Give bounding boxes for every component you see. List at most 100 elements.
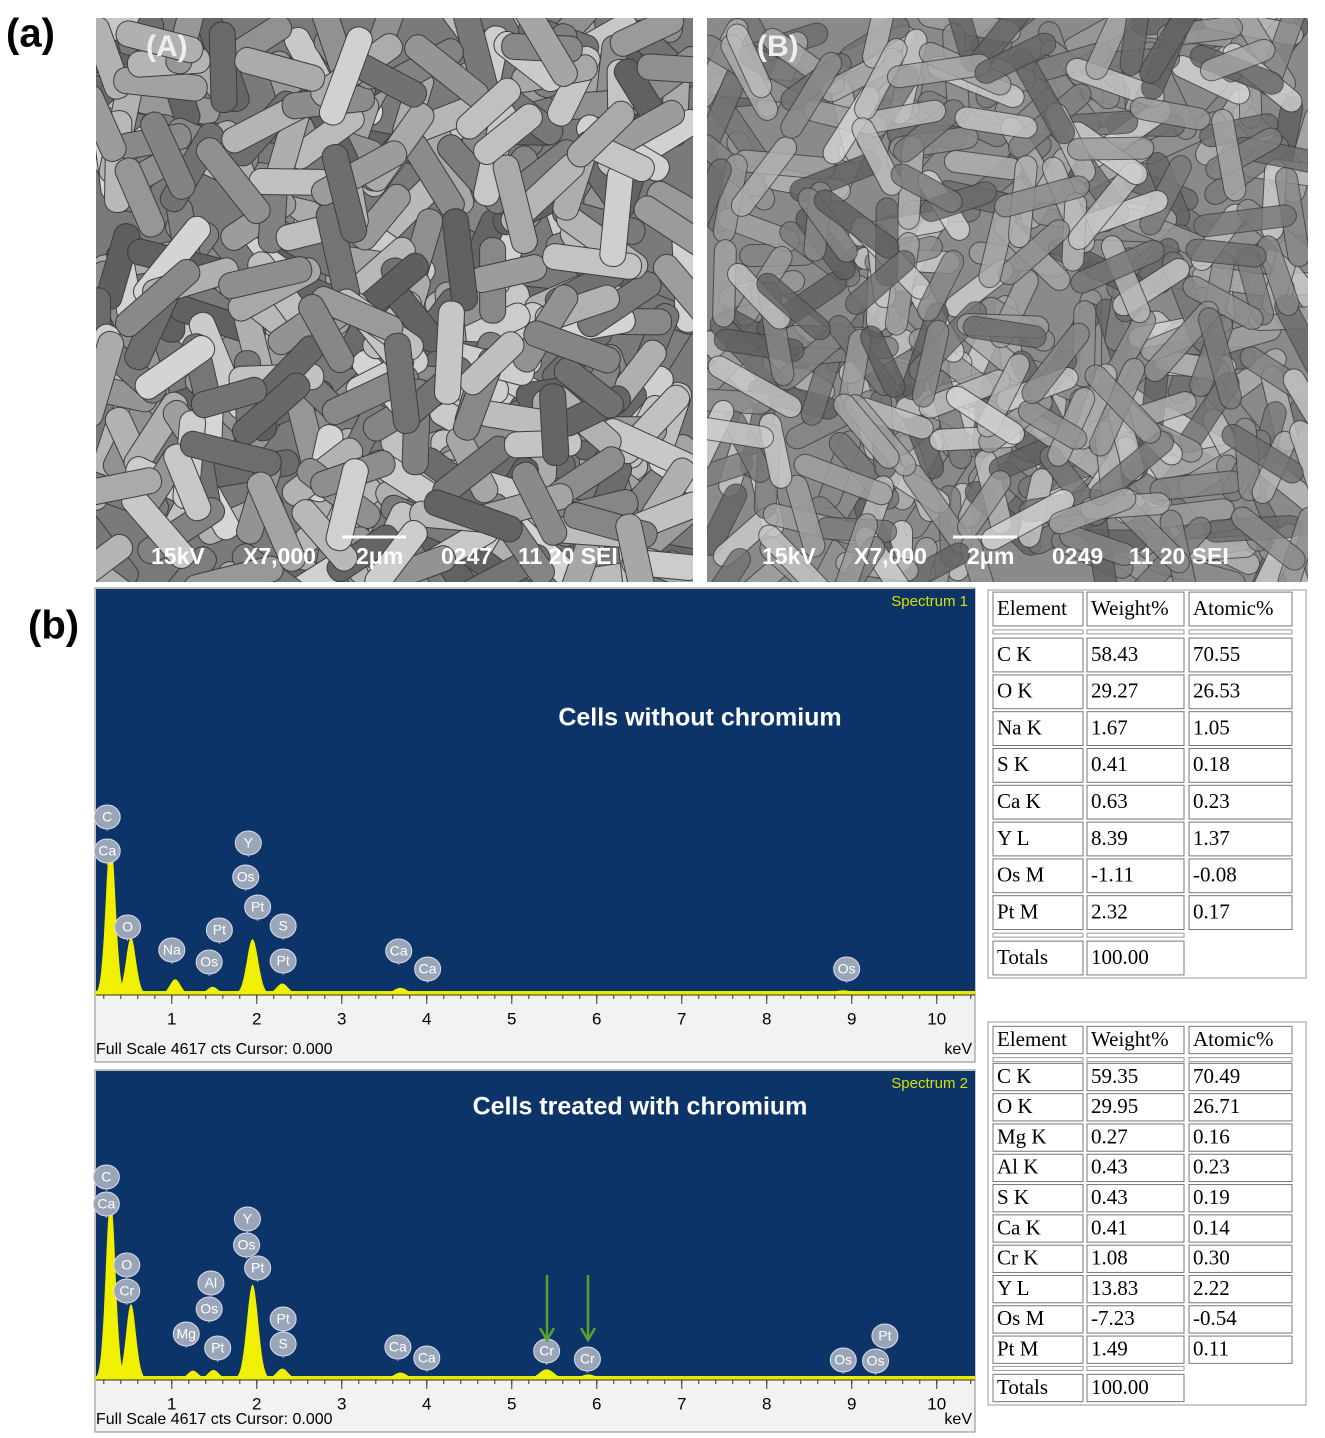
cell bbox=[114, 157, 166, 238]
marker-label: Pt bbox=[211, 1340, 224, 1356]
cell-text: 1.49 bbox=[1091, 1337, 1128, 1361]
tick-label: 2 bbox=[252, 1394, 261, 1413]
cell bbox=[730, 136, 798, 217]
table-cell bbox=[992, 1153, 1084, 1183]
marker-badge bbox=[244, 894, 272, 920]
table-cell bbox=[1188, 784, 1293, 820]
cell-text: Pt M bbox=[997, 899, 1039, 923]
separator bbox=[1188, 1057, 1293, 1063]
separator bbox=[992, 1365, 1084, 1371]
cell-text: Mg K bbox=[997, 1124, 1047, 1148]
marker-badge bbox=[414, 956, 442, 982]
table-cell bbox=[1188, 858, 1293, 894]
marker-badge bbox=[269, 913, 297, 939]
cell-text: 26.53 bbox=[1193, 679, 1240, 703]
table-cell bbox=[1086, 1335, 1185, 1364]
table-cell bbox=[1086, 711, 1185, 747]
peak bbox=[111, 937, 151, 994]
table-cell bbox=[992, 1025, 1084, 1055]
marker-badge bbox=[113, 1252, 141, 1278]
cell bbox=[539, 383, 570, 467]
cell bbox=[458, 331, 525, 396]
cell bbox=[190, 376, 268, 419]
sem-image: (B) 15kV X7,000 2μm 0249 11 20 SEI bbox=[707, 18, 1308, 582]
table-cell bbox=[1086, 1274, 1185, 1304]
cell bbox=[652, 253, 693, 339]
cell-text: 0.11 bbox=[1193, 1337, 1229, 1361]
peak bbox=[229, 939, 276, 994]
peak bbox=[258, 983, 306, 994]
cell bbox=[364, 519, 428, 582]
cell bbox=[325, 458, 369, 552]
table-cell bbox=[1188, 821, 1293, 857]
table-cell bbox=[1188, 895, 1293, 931]
cell-text: Pt M bbox=[997, 1337, 1039, 1361]
image-info: 15kV bbox=[151, 543, 205, 569]
cell bbox=[974, 32, 1057, 84]
tick-label: 9 bbox=[847, 1009, 856, 1028]
table-cell bbox=[992, 1184, 1084, 1213]
tick-label: 3 bbox=[337, 1009, 346, 1028]
table-cell bbox=[1086, 895, 1185, 931]
marker-label: Y bbox=[243, 1211, 253, 1227]
peak bbox=[111, 1304, 151, 1379]
marker-label: Na bbox=[163, 942, 181, 958]
cell-text: Ca K bbox=[997, 789, 1041, 813]
cell bbox=[96, 533, 134, 582]
marker-badge bbox=[93, 804, 121, 830]
table-cell bbox=[1086, 858, 1185, 894]
cell bbox=[147, 546, 217, 582]
cell-text: 70.55 bbox=[1193, 642, 1240, 666]
cell bbox=[511, 18, 578, 87]
cell bbox=[1193, 204, 1297, 238]
table-cell bbox=[992, 748, 1084, 783]
cell-text: 0.17 bbox=[1193, 899, 1230, 923]
marker-label: C bbox=[102, 809, 112, 825]
cell bbox=[96, 330, 125, 428]
table-cell bbox=[1188, 1153, 1293, 1183]
cell bbox=[862, 18, 899, 69]
cell bbox=[218, 256, 313, 300]
cell bbox=[96, 549, 148, 582]
peak bbox=[516, 1369, 577, 1379]
image-info: X7,000 bbox=[243, 543, 316, 569]
cell-text: -1.11 bbox=[1091, 863, 1134, 887]
cell-text: 0.30 bbox=[1193, 1246, 1230, 1270]
cell-text: S K bbox=[997, 752, 1029, 776]
table-cell bbox=[1086, 821, 1185, 857]
marker-label: S bbox=[278, 918, 287, 934]
table-cell bbox=[1086, 784, 1185, 820]
marker-badge bbox=[269, 1306, 297, 1332]
marker-badge bbox=[113, 1278, 141, 1304]
cell bbox=[433, 300, 465, 405]
cell-text: 2.32 bbox=[1091, 899, 1128, 923]
marker-badge bbox=[204, 1335, 232, 1361]
cell bbox=[1256, 235, 1300, 317]
table-cell bbox=[992, 784, 1084, 820]
cell-text: Atomic% bbox=[1193, 596, 1273, 620]
cell bbox=[298, 293, 355, 374]
tick-label: 3 bbox=[337, 1394, 346, 1413]
marker-badge bbox=[232, 864, 260, 890]
cell bbox=[1139, 18, 1205, 84]
table-cell bbox=[992, 591, 1084, 627]
cell-text: 0.23 bbox=[1193, 789, 1230, 813]
marker-label: Os bbox=[834, 1352, 852, 1368]
cell bbox=[780, 51, 843, 139]
marker-badge bbox=[114, 914, 142, 940]
cell-text: 0.14 bbox=[1193, 1215, 1230, 1239]
table-cell bbox=[1188, 711, 1293, 747]
cell-text: Atomic% bbox=[1193, 1027, 1273, 1051]
annotation: Cells treated with chromium bbox=[473, 1093, 808, 1121]
tick-label: 8 bbox=[762, 1009, 771, 1028]
marker-label: Os bbox=[867, 1353, 885, 1369]
table-cell bbox=[1188, 1123, 1293, 1152]
tick-label: 1 bbox=[167, 1394, 176, 1413]
cell bbox=[726, 23, 773, 99]
cell-text: Totals bbox=[997, 1375, 1048, 1399]
peak bbox=[91, 838, 130, 994]
cell bbox=[962, 315, 1047, 349]
spectrum-title: Spectrum 2 bbox=[891, 1075, 968, 1092]
marker-label: Os bbox=[838, 961, 856, 977]
table-cell bbox=[992, 1214, 1084, 1243]
